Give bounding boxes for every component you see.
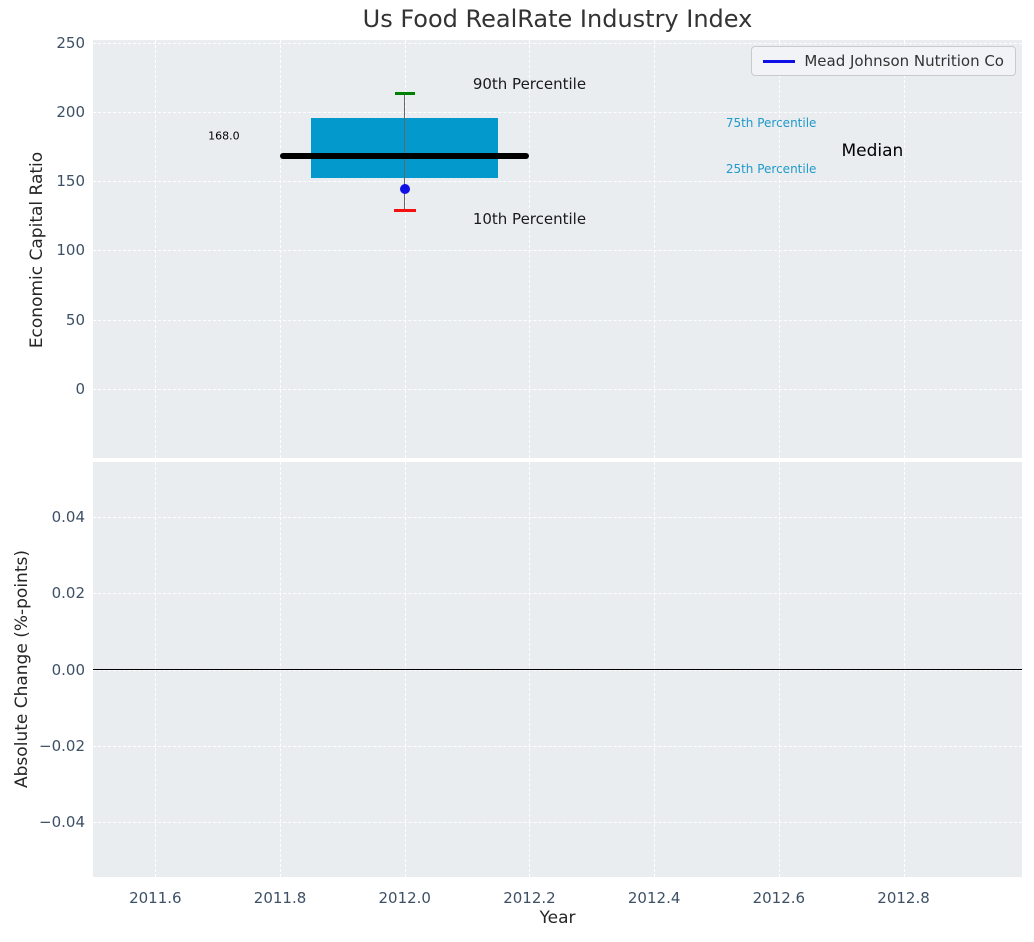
- y-axis-label-bottom: Absolute Change (%-points): [12, 550, 32, 788]
- company-point: [399, 184, 410, 195]
- y-tick-label: 0.00: [51, 660, 85, 679]
- gridline-horizontal: [93, 745, 1022, 747]
- gridline-vertical: [155, 40, 157, 458]
- p10-cap: [393, 208, 416, 212]
- gridline-horizontal: [93, 181, 1022, 183]
- gridline-vertical: [654, 40, 656, 458]
- y-tick-label: 100: [56, 241, 85, 260]
- gridline-vertical: [404, 40, 406, 458]
- gridline-horizontal: [93, 319, 1022, 321]
- gridline-horizontal: [93, 111, 1022, 113]
- p90-cap: [394, 92, 415, 96]
- gridline-horizontal: [93, 388, 1022, 390]
- annotation-168-0: 168.0: [208, 129, 240, 142]
- gridline-vertical: [529, 40, 531, 458]
- gridline-vertical: [280, 40, 282, 458]
- y-tick-label: 200: [56, 102, 85, 121]
- annotation-median: Median: [841, 140, 904, 161]
- y-axis-label-top: Economic Capital Ratio: [27, 151, 47, 349]
- y-tick-label: 50: [65, 310, 85, 329]
- gridline-vertical: [903, 40, 905, 458]
- y-tick-label: 0.04: [51, 508, 85, 527]
- y-tick-label: 0.02: [51, 584, 85, 603]
- x-tick-label: 2012.4: [627, 889, 681, 907]
- x-tick-label: 2012.6: [752, 889, 806, 907]
- legend-label: Mead Johnson Nutrition Co: [804, 52, 1004, 70]
- gridline-horizontal: [93, 250, 1022, 252]
- gridline-horizontal: [93, 821, 1022, 823]
- x-tick-label: 2011.6: [129, 889, 182, 907]
- y-tick-label: −0.04: [39, 812, 85, 831]
- whisker-line: [404, 93, 406, 211]
- annotation-10th-percentile: 10th Percentile: [472, 209, 587, 228]
- y-tick-label: 0: [75, 379, 85, 398]
- annotation-90th-percentile: 90th Percentile: [472, 75, 587, 94]
- x-tick-label: 2012.8: [877, 889, 930, 907]
- x-axis-label: Year: [539, 908, 576, 928]
- gridline-horizontal: [93, 517, 1022, 519]
- legend: Mead Johnson Nutrition Co: [751, 46, 1016, 76]
- y-tick-label: 250: [56, 33, 85, 52]
- x-tick-label: 2012.2: [503, 889, 556, 907]
- y-tick-label: −0.02: [39, 736, 85, 755]
- gridline-vertical: [778, 40, 780, 458]
- top-axes: 90th Percentile 10th Percentile 75th Perce…: [93, 40, 1022, 458]
- annotation-25th-percentile: 25th Percentile: [725, 161, 817, 176]
- legend-line-sample: [763, 59, 796, 63]
- annotation-75th-percentile: 75th Percentile: [725, 116, 817, 131]
- median-line: [280, 153, 530, 160]
- x-tick-label: 2012.0: [378, 889, 431, 907]
- gridline-horizontal: [93, 42, 1022, 44]
- x-tick-label: 2011.8: [253, 889, 307, 907]
- bottom-axes: [93, 462, 1022, 877]
- chart-title: Us Food RealRate Industry Index: [362, 5, 753, 33]
- gridline-horizontal: [93, 593, 1022, 595]
- zero-line: [93, 668, 1022, 671]
- y-tick-label: 150: [56, 172, 85, 191]
